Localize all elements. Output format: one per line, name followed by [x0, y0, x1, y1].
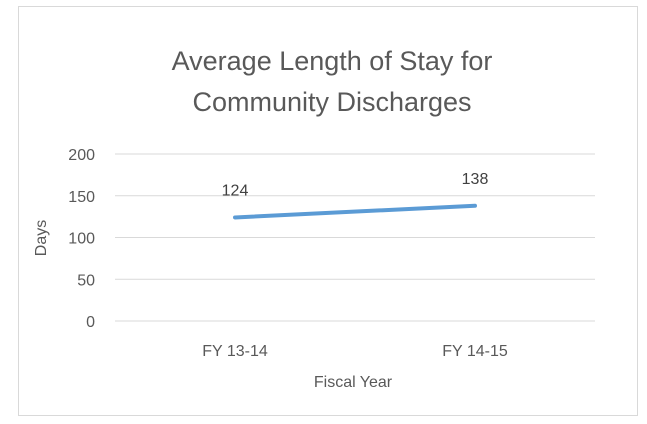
y-tick-label-0: 0	[86, 314, 95, 331]
gridlines	[115, 153, 595, 322]
series-line-1	[233, 203, 477, 220]
chart-title-line-2: Community Discharges	[192, 87, 471, 117]
y-tick-label-50: 50	[77, 272, 95, 289]
x-tick-labels: FY 13-14 FY 14-15	[202, 343, 508, 360]
data-labels: 124 138	[222, 171, 489, 200]
y-tick-label-100: 100	[68, 231, 95, 248]
data-label-2: 138	[462, 171, 489, 188]
y-tick-labels: 0 50 100 150 200	[68, 147, 95, 331]
y-tick-label-200: 200	[68, 147, 95, 164]
y-tick-label-150: 150	[68, 189, 95, 206]
x-tick-label-1: FY 13-14	[202, 343, 268, 360]
x-tick-label-2: FY 14-15	[442, 343, 508, 360]
y-axis-label: Days	[33, 220, 50, 256]
chart-title-line-1: Average Length of Stay for	[172, 46, 493, 76]
series-lines	[233, 203, 477, 220]
x-axis-label: Fiscal Year	[314, 374, 393, 391]
data-label-1: 124	[222, 182, 249, 199]
